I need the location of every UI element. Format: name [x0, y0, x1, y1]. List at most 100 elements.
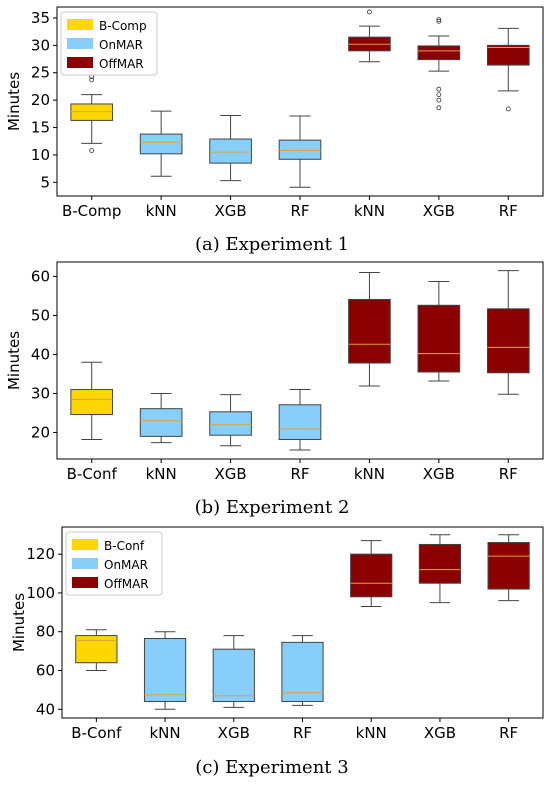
y-tick-label: 30 [31, 384, 50, 402]
chart-2: 20 30 40 50 60 Minutes B-Conf kNN XGB RF kNN XGB RF (… [5, 261, 544, 518]
box-knn-onmar [139, 110, 183, 177]
legend-swatch [67, 57, 93, 68]
box-iqr [70, 103, 114, 121]
legend-label: B-Conf [104, 539, 145, 553]
x-tick-label: XGB [423, 465, 455, 483]
box-iqr [350, 553, 393, 598]
figure-caption: (a) Experiment 1 [195, 234, 349, 255]
y-axis-label: Minutes [5, 331, 23, 390]
legend-label: B-Comp [99, 19, 147, 33]
x-tick-label: kNN [150, 724, 181, 742]
box-b-conf-bcomp [75, 629, 118, 671]
box-xgb-offmar [417, 281, 461, 382]
y-axis-label: Minutes [10, 593, 28, 652]
outlier-point [436, 86, 442, 92]
x-tick-label: RF [499, 202, 518, 220]
box-iqr [209, 411, 252, 436]
box-rf-offmar [486, 27, 530, 112]
box-rf-onmar [281, 635, 324, 706]
outlier-point [436, 17, 442, 23]
y-tick-label: 60 [31, 267, 50, 285]
x-tick-label: kNN [356, 724, 387, 742]
x-tick-label: B-Conf [67, 465, 118, 483]
legend-label: OnMAR [99, 38, 143, 52]
box-iqr [70, 389, 114, 416]
legend-swatch [67, 38, 93, 49]
x-tick-label: kNN [146, 202, 177, 220]
legend-swatch [72, 558, 98, 569]
outlier-point [436, 18, 442, 24]
box-xgb-onmar [209, 114, 252, 182]
y-tick-label: 60 [36, 661, 55, 679]
box-knn-onmar [139, 392, 183, 444]
x-tick-label: B-Conf [71, 724, 122, 742]
x-tick-label: XGB [214, 202, 246, 220]
y-axis-label: Minutes [5, 72, 23, 131]
outlier-point [436, 105, 442, 111]
y-tick-label: 50 [31, 306, 50, 324]
legend: B-Conf OnMAR OffMAR [65, 531, 163, 596]
box-knn-offmar [348, 9, 391, 63]
x-tick-label: RF [293, 724, 312, 742]
x-tick-label: B-Comp [62, 202, 122, 220]
box-iqr [417, 45, 461, 61]
x-tick-label: XGB [424, 724, 456, 742]
y-tick-label: 40 [31, 345, 50, 363]
y-tick-label: 30 [31, 36, 50, 54]
outlier-point [505, 106, 511, 112]
y-tick-label: 25 [31, 64, 50, 82]
outlier-point [89, 148, 95, 153]
box-xgb-offmar [417, 17, 461, 111]
y-tick-label: 15 [31, 119, 50, 137]
y-tick-label: 40 [36, 700, 55, 718]
x-tick-label: XGB [214, 465, 246, 483]
figure-caption: (b) Experiment 2 [195, 497, 350, 518]
legend-swatch [72, 577, 98, 588]
box-iqr [139, 408, 183, 437]
box-iqr [278, 404, 322, 440]
legend-label: OffMAR [104, 577, 149, 591]
x-tick-label: XGB [423, 202, 455, 220]
box-iqr [143, 637, 187, 703]
x-tick-label: RF [290, 202, 309, 220]
box-iqr [486, 308, 530, 374]
box-iqr [212, 648, 255, 703]
x-tick-label: XGB [218, 724, 250, 742]
box-iqr [348, 298, 391, 364]
box-b-comp-bcomp [70, 70, 114, 153]
y-tick-label: 120 [26, 545, 55, 563]
box-iqr [486, 44, 530, 66]
y-tick-label: 35 [31, 9, 50, 27]
box-b-conf-bcomp [70, 361, 114, 440]
legend-label: OnMAR [104, 558, 148, 572]
y-tick-label: 20 [31, 91, 50, 109]
box-rf-onmar [278, 389, 322, 451]
outlier-point [89, 77, 95, 83]
box-knn-offmar [348, 272, 391, 387]
outlier-point [367, 9, 372, 15]
box-iqr [139, 133, 183, 155]
box-iqr [209, 138, 252, 164]
y-tick-label: 10 [31, 146, 50, 164]
chart-1: 5 10 15 20 25 30 35 Minutes B-Comp kNN XGB RF kNN XGB… [5, 6, 544, 255]
box-iqr [417, 304, 461, 373]
x-tick-label: RF [499, 465, 518, 483]
x-tick-label: kNN [354, 202, 385, 220]
box-xgb-onmar [209, 394, 252, 447]
box-knn-onmar [143, 631, 187, 710]
y-tick-label: 80 [36, 623, 55, 641]
box-xgb-onmar [212, 635, 255, 708]
x-tick-label: kNN [146, 465, 177, 483]
y-tick-label: 20 [31, 423, 50, 441]
outlier-point [436, 92, 442, 98]
box-iqr [75, 635, 118, 664]
box-xgb-offmar [418, 534, 462, 604]
legend-swatch [72, 539, 98, 550]
box-iqr [487, 542, 530, 590]
y-tick-label: 5 [40, 173, 50, 191]
legend: B-Comp OnMAR OffMAR [60, 11, 158, 76]
outlier-point [436, 97, 442, 103]
y-tick-label: 100 [26, 584, 55, 602]
box-knn-offmar [350, 540, 393, 608]
